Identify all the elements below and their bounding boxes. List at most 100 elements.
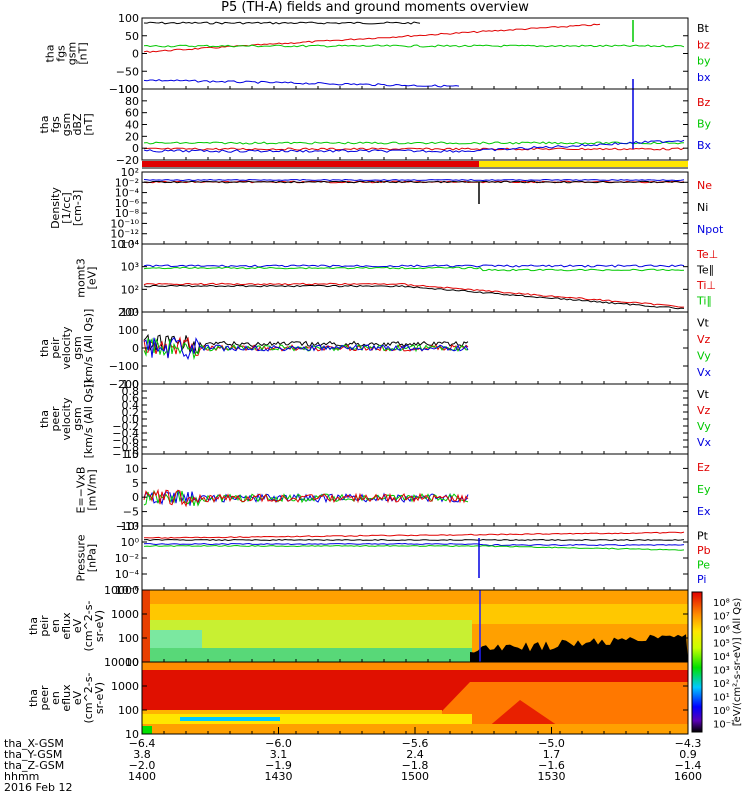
xtick-label-x-0: −6.4	[129, 737, 156, 750]
xtick-label-z-1: −1.9	[265, 759, 292, 772]
ytick-label-2-6: −20	[116, 154, 139, 167]
xtick-label-z-4: −1.4	[675, 759, 702, 772]
legend-7-ex: Ex	[697, 505, 711, 518]
xtick-label-hhmm-3: 1530	[538, 770, 566, 783]
ylabel-line-2-1: fgs	[49, 116, 62, 133]
trace-pe	[143, 544, 685, 551]
ylabel-line-10-1: peer	[38, 685, 51, 711]
ytick-label-7-1: 10	[125, 462, 139, 475]
ylabel-line-5-1: peir	[49, 337, 62, 359]
ylabel-line-1-0: tha	[44, 44, 57, 62]
trace-ni	[143, 180, 685, 184]
xtick-label-hhmm-4: 1600	[674, 770, 702, 783]
ylabel-line-5-0: tha	[38, 339, 51, 357]
ylabel-line-9-0: tha	[27, 617, 40, 635]
ytick-label-4-1: 10³	[121, 261, 139, 274]
legend-7-ey: Ey	[697, 483, 711, 496]
ylabel-line-9-6: sr-eV)	[93, 610, 106, 642]
panel-frame-7	[141, 453, 689, 527]
trace-bx	[143, 79, 460, 88]
ytick-label-2-3: 40	[125, 119, 139, 132]
xtick-label-x-3: −5.0	[538, 737, 565, 750]
trace-v-green	[143, 337, 469, 361]
ytick-label-3-3: 10⁻⁶	[115, 197, 140, 210]
ytick-label-10-3: 10	[125, 728, 139, 741]
ylabel-line-5-4: [km/s (All Qs)]	[82, 309, 95, 388]
ylabel-line-9-2: en	[49, 619, 62, 633]
ylabel-line-2-4: [nT]	[82, 113, 95, 135]
traces-7	[143, 488, 469, 508]
mode-bar-yellow	[479, 161, 688, 167]
spec-band-low	[142, 648, 472, 662]
spec-cyan-streak	[180, 717, 280, 721]
ytick-label-1-3: −50	[116, 65, 139, 78]
spec-low-count-region	[470, 634, 688, 662]
x-date-label: 2016 Feb 12	[4, 781, 72, 794]
ytick-label-10-1: 1000	[111, 680, 139, 693]
x-axis: −6.43.8−2.01400−6.03.1−1.91430−5.62.4−1.…	[4, 727, 702, 794]
ytick-label-6-7: −0.4	[112, 427, 139, 440]
legend-4-ti∥: Ti∥	[696, 294, 712, 307]
ytick-label-3-0: 10²	[121, 166, 139, 179]
ytick-label-9-1: 1000	[111, 608, 139, 621]
legend-5-vz: Vz	[697, 333, 711, 346]
legend-3-ne: Ne	[697, 179, 712, 192]
xtick-label-z-2: −1.8	[402, 759, 429, 772]
colorbar-tick-8: 10⁰	[713, 706, 730, 717]
ytick-label-5-1: 100	[118, 324, 139, 337]
legend-5-vt: Vt	[697, 316, 710, 329]
ytick-label-1-4: −100	[109, 83, 139, 96]
x-row-label-0: tha_X-GSM	[4, 737, 64, 750]
trace-e-red	[143, 488, 469, 508]
legend-1-bt: Bt	[697, 22, 710, 35]
ytick-label-2-5: 0	[132, 142, 139, 155]
spec-orange-region	[420, 682, 688, 734]
trace-npot	[143, 178, 685, 182]
xtick-label-x-1: −6.0	[265, 737, 292, 750]
colorbar-label: [eV/(cm²-s-sr-eV)] (All Qs)	[732, 598, 743, 727]
xtick-label-z-0: −2.0	[129, 759, 156, 772]
colorbar-tick-1: 10⁷	[713, 612, 730, 623]
ytick-label-5-0: 200	[118, 306, 139, 319]
panel-9: 10000 1000 100 10 thapeirenefluxeV(cm^2-s-sr…	[27, 584, 689, 669]
ylabel-line-8-0: Pressure	[75, 534, 88, 581]
ytick-label-3-1: 10⁻²	[115, 176, 139, 189]
x-row-label-3: hhmm	[4, 770, 39, 783]
traces-3	[143, 178, 685, 204]
ytick-label-10-2: 100	[118, 704, 139, 717]
ylabel-line-9-1: peir	[38, 615, 51, 637]
ytick-label-6-4: 0.2	[122, 406, 140, 419]
panel-4: 10⁴ 10³ 10² 10¹ momt3[eV] Te⊥ Te∥ Ti⊥ Ti∥	[75, 238, 719, 319]
legend-1-bx: bx	[697, 71, 711, 84]
colorbar-tick-3: 10⁵	[713, 639, 730, 650]
panel-frame-1	[141, 17, 689, 90]
spectrogram-9	[142, 590, 688, 662]
ylabel-line-10-6: sr-eV)	[93, 682, 106, 714]
ylabel-line-3-2: [cm-3]	[71, 190, 84, 226]
spec-band-upper	[142, 604, 688, 624]
ytick-label-6-0: 1.0	[122, 378, 140, 391]
ytick-label-2-0: 100	[118, 83, 139, 96]
ytick-label-4-2: 10²	[121, 283, 139, 296]
trace-te-par	[143, 284, 685, 310]
ytick-label-3-5: 10⁻¹⁰	[110, 217, 139, 230]
x-row-label-2: tha_Z-GSM	[4, 759, 64, 772]
ytick-label-5-3: −100	[109, 360, 139, 373]
ytick-label-8-1: 10⁰	[121, 536, 140, 549]
trace-e-green	[143, 489, 469, 507]
ytick-label-6-10: −1.0	[112, 448, 139, 461]
ytick-label-5-4: −200	[109, 378, 139, 391]
legend-3-npot: Npot	[697, 223, 724, 236]
ylabel-line-6-2: velocity	[60, 397, 73, 440]
ytick-label-1-2: 0	[132, 48, 139, 61]
ylabel-line-2-0: tha	[38, 115, 51, 133]
trace-bz	[144, 147, 685, 151]
ylabel-line-4-0: momt3	[75, 258, 88, 297]
spectrogram-10	[142, 662, 688, 734]
trace-by	[143, 44, 685, 48]
ytick-label-6-1: 0.8	[122, 385, 140, 398]
legend-8-pe: Pe	[697, 558, 710, 571]
traces-2	[143, 79, 685, 153]
ytick-label-6-3: 0.4	[122, 399, 140, 412]
